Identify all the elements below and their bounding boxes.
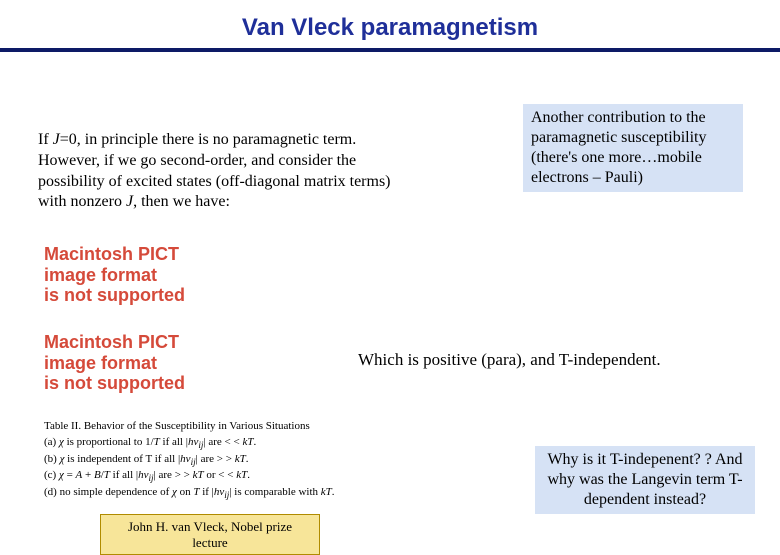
table-row: (b) χ is independent of T if all |hνij| …: [44, 452, 474, 469]
callout-bottom-right: Why is it T-indepenent? ? And why was th…: [535, 446, 755, 514]
intro-paragraph: If J=0, in principle there is no paramag…: [38, 130, 398, 213]
table-row: (a) χ is proportional to 1/T if all |hνi…: [44, 435, 474, 452]
content-area: If J=0, in principle there is no paramag…: [0, 60, 780, 540]
table-rows: (a) χ is proportional to 1/T if all |hνi…: [44, 435, 474, 501]
page-title: Van Vleck paramagnetism: [0, 14, 780, 42]
pict-error-1: Macintosh PICT image format is not suppo…: [44, 244, 185, 306]
citation-box: John H. van Vleck, Nobel prize lecture: [100, 514, 320, 555]
table-row: (c) χ = A + B/T if all |hνij| are > > kT…: [44, 468, 474, 485]
table-title: Table II. Behavior of the Susceptibility…: [44, 420, 474, 432]
pict-error-2: Macintosh PICT image format is not suppo…: [44, 332, 185, 394]
title-underline: [0, 48, 780, 52]
table-row: (d) no simple dependence of χ on T if |h…: [44, 485, 474, 502]
mid-statement: Which is positive (para), and T-independ…: [358, 350, 661, 370]
susceptibility-table: Table II. Behavior of the Susceptibility…: [44, 420, 474, 501]
callout-top-right: Another contribution to the paramagnetic…: [523, 104, 743, 192]
